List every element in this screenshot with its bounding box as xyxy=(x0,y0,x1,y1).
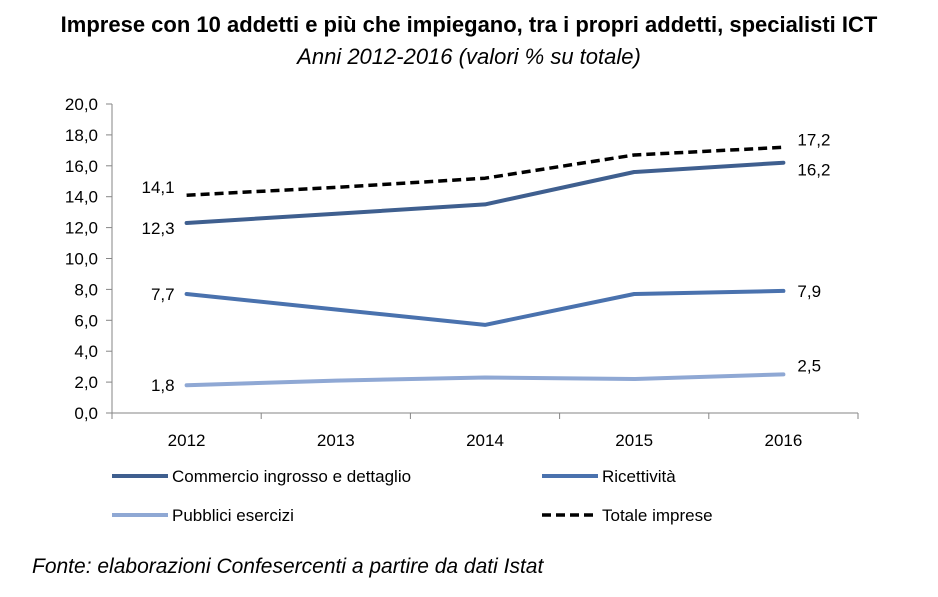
legend-label: Pubblici esercizi xyxy=(172,506,294,525)
y-tick-label: 12,0 xyxy=(65,219,98,238)
y-tick-label: 10,0 xyxy=(65,250,98,269)
y-tick-label: 0,0 xyxy=(74,404,98,423)
source-note: Fonte: elaborazioni Confesercenti a part… xyxy=(32,555,544,578)
y-tick-label: 20,0 xyxy=(65,95,98,114)
x-tick-label: 2016 xyxy=(764,431,802,450)
data-label: 1,8 xyxy=(151,376,175,395)
data-labels: 12,3 16,2 7,7 7,9 1,8 2,5 14,1 17,2 xyxy=(142,130,831,395)
chart-title: Imprese con 10 addetti e più che impiega… xyxy=(60,12,878,37)
legend-label: Commercio ingrosso e dettaglio xyxy=(172,467,411,486)
y-tick-label: 6,0 xyxy=(74,311,98,330)
data-label: 17,2 xyxy=(797,130,830,149)
axes: 0,0 2,0 4,0 6,0 8,0 10,0 12,0 14,0 16,0 18,0 20,0 2… xyxy=(65,95,859,450)
x-tick-label: 2014 xyxy=(466,431,504,450)
y-tick-label: 14,0 xyxy=(65,188,98,207)
data-label: 14,1 xyxy=(142,178,175,197)
x-tick-label: 2013 xyxy=(317,431,355,450)
x-tick-label: 2012 xyxy=(168,431,206,450)
data-label: 16,2 xyxy=(797,161,830,180)
series-line-ricettivita xyxy=(184,288,786,327)
legend-label: Ricettività xyxy=(602,467,676,486)
y-tick-label: 16,0 xyxy=(65,157,98,176)
series-line-commercio-ingrosso-e-dettaglio xyxy=(184,160,786,225)
series-line-totale-imprese xyxy=(186,145,784,197)
series-lines xyxy=(184,145,786,388)
data-label: 2,5 xyxy=(797,356,821,375)
y-tick-label: 18,0 xyxy=(65,126,98,145)
chart-subtitle: Anni 2012-2016 (valori % su totale) xyxy=(297,44,641,69)
legend: Commercio ingrosso e dettaglio Ricettivit… xyxy=(112,467,713,525)
y-tick-label: 8,0 xyxy=(74,280,98,299)
series-line-pubblici-esercizi xyxy=(184,372,786,388)
data-label: 12,3 xyxy=(142,219,175,238)
legend-label: Totale imprese xyxy=(602,506,713,525)
y-tick-label: 2,0 xyxy=(74,373,98,392)
data-label: 7,7 xyxy=(151,285,175,304)
y-tick-label: 4,0 xyxy=(74,342,98,361)
data-label: 7,9 xyxy=(797,282,821,301)
x-tick-label: 2015 xyxy=(615,431,653,450)
